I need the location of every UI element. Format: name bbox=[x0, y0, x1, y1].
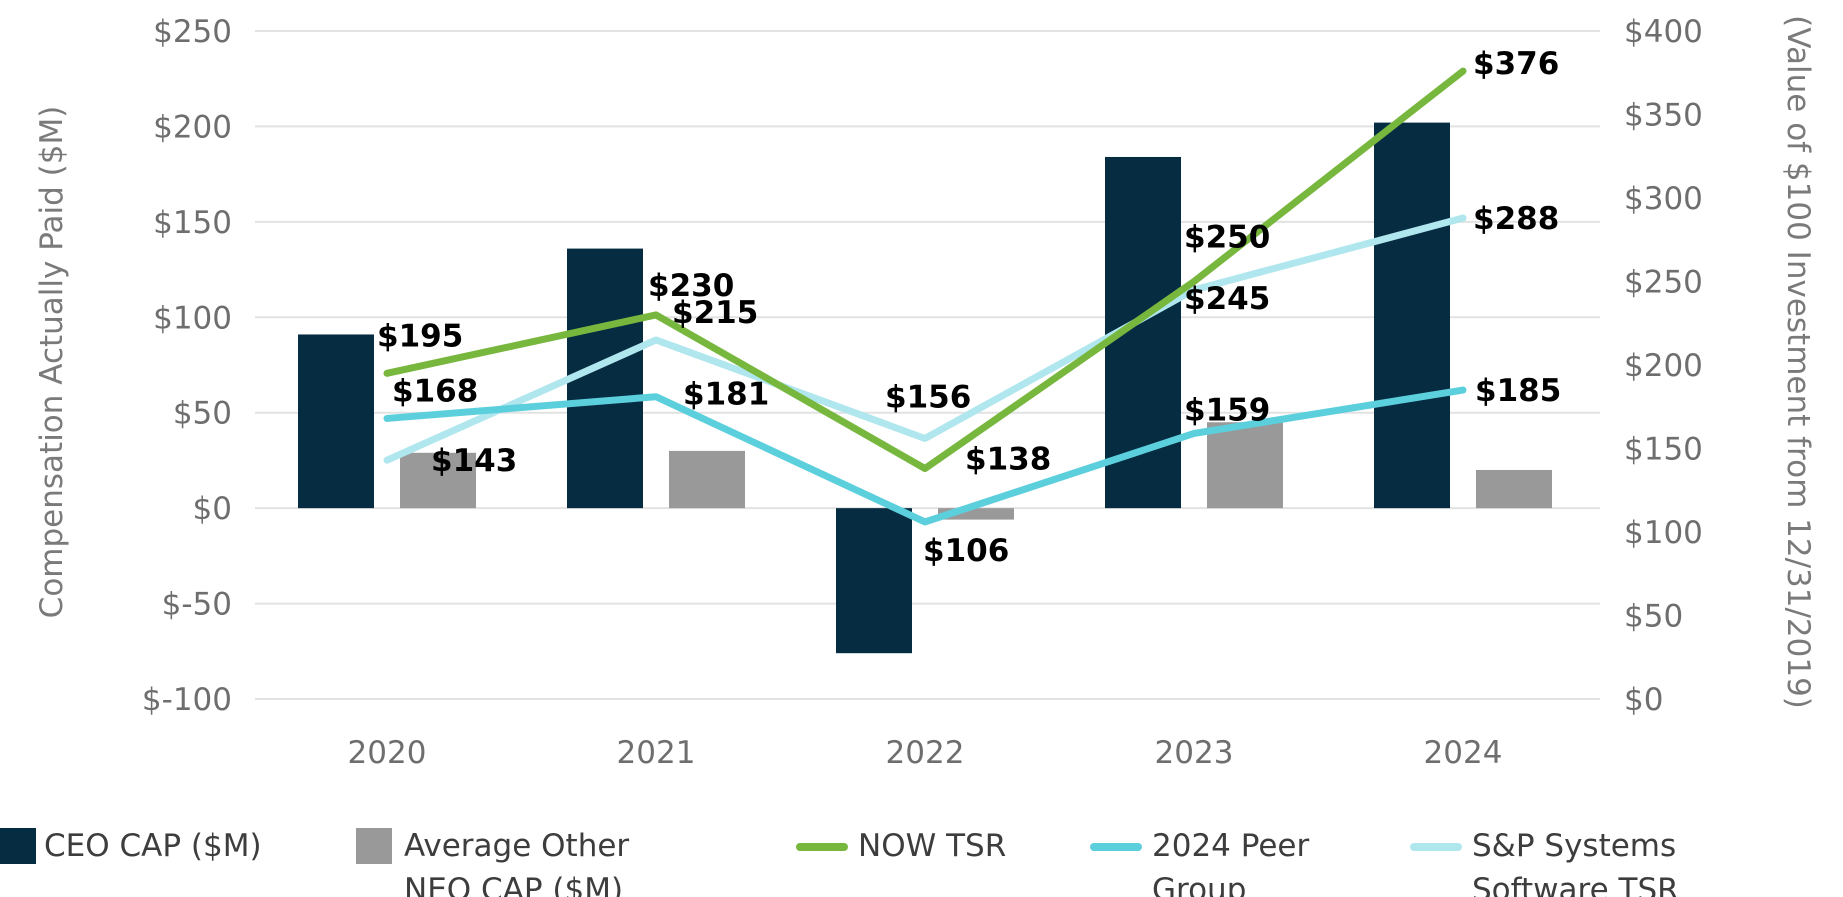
legend-label: CEO CAP ($M) bbox=[44, 828, 262, 864]
now-tsr-line-label: $230 bbox=[648, 268, 734, 304]
legend-swatch bbox=[0, 828, 36, 864]
left-axis: $-100 $-50 $0 $50 $100 $150 $200 $250 bbox=[142, 14, 232, 718]
right-tick-label: $50 bbox=[1624, 599, 1683, 635]
sp-systems-software-line-label: $156 bbox=[885, 379, 971, 415]
right-axis: $0 $50 $100 $150 $200 $250 $300 $350 $400 bbox=[1624, 14, 1703, 718]
right-tick-label: $100 bbox=[1624, 515, 1703, 551]
now-tsr-line-label: $250 bbox=[1184, 220, 1270, 256]
x-tick-label: 2022 bbox=[886, 735, 965, 771]
legend-swatch bbox=[356, 828, 392, 864]
legend-label: 2024 Peer bbox=[1152, 828, 1309, 864]
sp-systems-software-line bbox=[383, 214, 1467, 464]
x-tick-label: 2024 bbox=[1424, 735, 1503, 771]
peer-group-line-label: $181 bbox=[683, 377, 769, 413]
legend-label: Average Other bbox=[404, 828, 629, 864]
x-tick-label: 2020 bbox=[348, 735, 427, 771]
peer-group-line bbox=[383, 386, 1467, 526]
legend-label: NOW TSR bbox=[858, 828, 1006, 864]
legend: CEO CAP ($M) Average Other NEO CAP ($M) NOW… bbox=[0, 828, 1679, 897]
neo-cap-bar-2023 bbox=[1207, 422, 1283, 509]
sp-systems-software-line-label: $215 bbox=[672, 295, 758, 331]
legend-label: Group bbox=[1152, 872, 1246, 897]
left-axis-title: Compensation Actually Paid ($M) bbox=[34, 106, 70, 619]
sp-systems-software-line-label: $288 bbox=[1473, 201, 1559, 237]
neo-cap-bar-2022 bbox=[938, 508, 1014, 520]
left-tick-label: $-100 bbox=[142, 682, 232, 718]
now-tsr-line bbox=[383, 67, 1467, 473]
now-tsr-line-label: $138 bbox=[965, 442, 1051, 478]
neo-cap-bar-2020 bbox=[400, 452, 476, 509]
ceo-cap-bar-2024 bbox=[1374, 122, 1450, 509]
ceo-cap-bar-2020 bbox=[298, 334, 374, 509]
legend-label: S&P Systems bbox=[1472, 828, 1676, 864]
ceo-cap-bar-2022 bbox=[836, 508, 912, 654]
legend-label: NEO CAP ($M) bbox=[404, 872, 623, 897]
series-lines bbox=[383, 67, 1467, 526]
now-tsr-line-label: $376 bbox=[1473, 46, 1559, 82]
left-tick-label: $50 bbox=[173, 396, 232, 432]
neo-cap-bar-2024 bbox=[1476, 469, 1552, 509]
right-tick-label: $400 bbox=[1624, 14, 1703, 50]
right-tick-label: $0 bbox=[1624, 682, 1663, 718]
legend-label: Software TSR bbox=[1472, 872, 1679, 897]
sp-systems-software-line-label: $245 bbox=[1184, 281, 1270, 317]
peer-group-line-label: $168 bbox=[392, 373, 478, 409]
right-tick-label: $150 bbox=[1624, 432, 1703, 468]
data-labels: $195 $230 $138 $250 $376 $168 $181 $106 $159 $185… bbox=[377, 46, 1561, 569]
left-tick-label: $0 bbox=[193, 491, 232, 527]
left-tick-label: $-50 bbox=[162, 587, 232, 623]
x-tick-label: 2023 bbox=[1155, 735, 1234, 771]
left-tick-label: $200 bbox=[153, 109, 232, 145]
peer-group-line-label: $106 bbox=[923, 533, 1009, 569]
ceo-cap-bar-2021 bbox=[567, 248, 643, 509]
peer-group-line-label: $185 bbox=[1475, 373, 1561, 409]
x-tick-label: 2021 bbox=[617, 735, 696, 771]
x-axis: 2020 2021 2022 2023 2024 bbox=[348, 735, 1503, 771]
left-tick-label: $150 bbox=[153, 205, 232, 241]
neo-cap-bar-2021 bbox=[669, 450, 745, 509]
now-tsr-line-label: $195 bbox=[377, 318, 463, 354]
right-tick-label: $200 bbox=[1624, 348, 1703, 384]
right-tick-label: $250 bbox=[1624, 265, 1703, 301]
sp-systems-software-line-label: $143 bbox=[431, 443, 517, 479]
right-tick-label: $300 bbox=[1624, 181, 1703, 217]
right-axis-title: (Value of $100 Investment from 12/31/201… bbox=[1780, 15, 1816, 709]
left-tick-label: $100 bbox=[153, 300, 232, 336]
peer-group-line-label: $159 bbox=[1184, 392, 1270, 428]
left-tick-label: $250 bbox=[153, 14, 232, 50]
right-tick-label: $350 bbox=[1624, 98, 1703, 134]
